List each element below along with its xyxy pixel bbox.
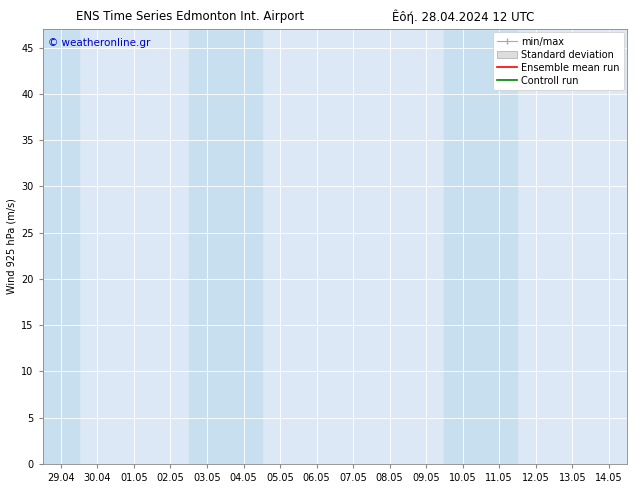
Bar [189, 29, 262, 464]
Text: © weatheronline.gr: © weatheronline.gr [48, 38, 151, 48]
Text: ENS Time Series Edmonton Int. Airport: ENS Time Series Edmonton Int. Airport [76, 10, 304, 23]
Text: Êôή. 28.04.2024 12 UTC: Êôή. 28.04.2024 12 UTC [392, 10, 534, 24]
Bar [444, 29, 517, 464]
Bar [42, 29, 79, 464]
Y-axis label: Wind 925 hPa (m/s): Wind 925 hPa (m/s) [7, 198, 17, 294]
Legend: min/max, Standard deviation, Ensemble mean run, Controll run: min/max, Standard deviation, Ensemble me… [493, 32, 624, 90]
